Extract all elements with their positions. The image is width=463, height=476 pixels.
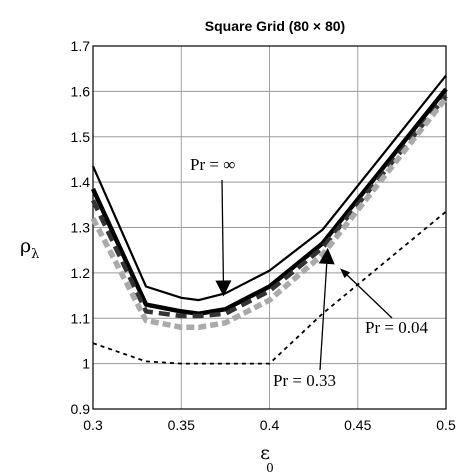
annotation-label: Pr = 0.33: [273, 371, 336, 390]
series-line-4: [90, 96, 449, 331]
x-axis-symbol: ε: [260, 442, 270, 464]
x-tick-label: 0.3: [83, 417, 103, 433]
x-tick-label: 0.45: [344, 417, 371, 433]
y-tick-label: 1.5: [71, 129, 91, 145]
series-line-5: [92, 210, 447, 365]
annotation-arrow-head: [340, 268, 351, 279]
y-tick-label: 1.3: [71, 220, 91, 236]
y-tick-label: 1.4: [71, 174, 91, 190]
y-tick-label: 1.6: [71, 83, 91, 99]
chart-title: Square Grid (80 × 80): [205, 18, 345, 34]
annotation-arrow-shaft: [221, 179, 225, 281]
annotations: Pr = ∞ Pr = 0.04 Pr = 0.33: [190, 155, 428, 390]
y-tick-label: 1: [82, 356, 90, 372]
y-tick-label: 1.1: [71, 310, 91, 326]
annotation-label: Pr = 0.04: [365, 318, 428, 337]
y-axis-label: ρλ: [20, 235, 39, 262]
series-lines: [90, 74, 449, 365]
x-tick-label: 0.5: [436, 417, 456, 433]
x-tick-label: 0.35: [168, 417, 195, 433]
plot-frame: [92, 45, 447, 410]
x-axis-subscript: 0: [266, 461, 274, 475]
x-tick-labels: 0.3 0.35 0.4 0.45 0.5: [83, 417, 456, 433]
annotation-label: Pr = ∞: [190, 155, 235, 174]
y-tick-label: 0.9: [71, 401, 91, 417]
series-line-1: [91, 74, 447, 302]
y-axis-subscript: λ: [31, 247, 39, 262]
y-tick-label: 1.2: [71, 265, 91, 281]
annotation-arrow-head: [318, 247, 335, 265]
y-tick-label: 1.7: [71, 38, 91, 54]
annotation-arrow-shaft: [346, 274, 393, 319]
annotation-arrow-head: [215, 280, 232, 297]
series-line-2: [90, 87, 448, 316]
y-axis-symbol: ρ: [20, 235, 31, 257]
annotation-arrow-shaft: [319, 263, 328, 371]
y-tick-labels: 0.9 1 1.1 1.2 1.3 1.4 1.5 1.6 1.7: [71, 38, 91, 417]
gridlines: [93, 46, 446, 409]
x-tick-label: 0.4: [260, 417, 280, 433]
series-line-3: [90, 94, 448, 319]
